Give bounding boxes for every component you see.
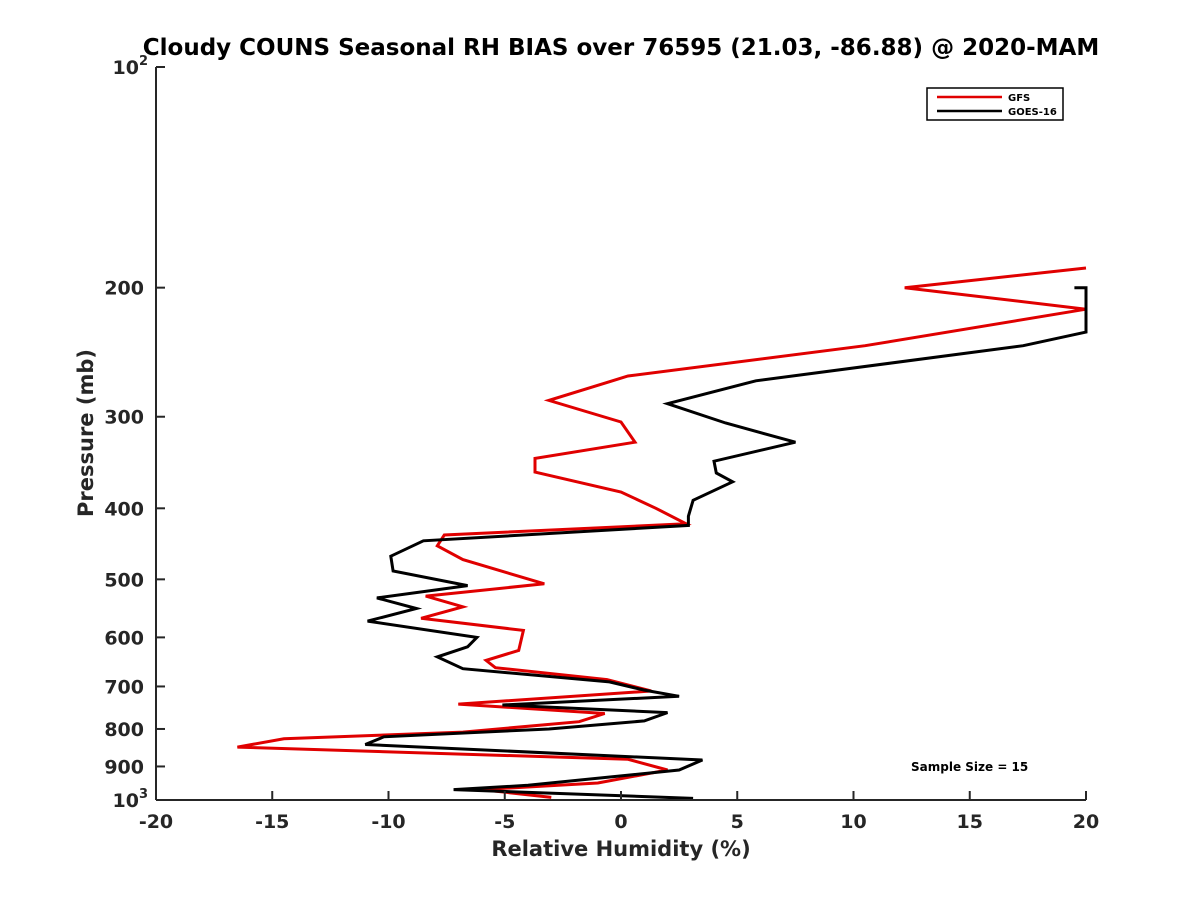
x-tick-label: 15 xyxy=(957,811,983,833)
plot-area xyxy=(237,266,1088,800)
y-tick-label: 102 xyxy=(113,54,149,79)
y-axis-label: Pressure (mb) xyxy=(74,349,98,517)
legend-label-gfs: GFS xyxy=(1008,93,1030,104)
y-tick-label: 300 xyxy=(104,407,144,429)
y-tick-label: 900 xyxy=(104,756,144,778)
legend-label-goes16: GOES-16 xyxy=(1008,107,1057,118)
x-axis-ticks: -20 -15 -10 -5 0 5 10 15 20 xyxy=(139,791,1099,833)
legend: GFS GOES-16 xyxy=(926,87,1064,121)
series-line-goes-16 xyxy=(364,286,1088,800)
x-tick-label: -20 xyxy=(139,811,173,833)
y-axis-ticks: 102 200 300 400 500 600 700 800 900 103 xyxy=(104,54,165,812)
y-tick-label: 200 xyxy=(104,278,144,300)
y-tick-label: 400 xyxy=(104,498,144,520)
x-axis-label: Relative Humidity (%) xyxy=(491,837,750,861)
sample-size-annotation: Sample Size = 15 xyxy=(911,760,1028,774)
y-tick-label: 700 xyxy=(104,676,144,698)
x-tick-label: 5 xyxy=(731,811,744,833)
x-tick-label: -10 xyxy=(371,811,405,833)
x-tick-label: 10 xyxy=(840,811,866,833)
series-line-gfs xyxy=(237,266,1087,799)
x-tick-label: 0 xyxy=(614,811,627,833)
y-tick-label: 800 xyxy=(104,719,144,741)
y-tick-label: 600 xyxy=(104,627,144,649)
x-tick-label: -15 xyxy=(255,811,289,833)
x-tick-label: -5 xyxy=(494,811,515,833)
y-tick-label: 103 xyxy=(113,787,149,812)
chart-title: Cloudy COUNS Seasonal RH BIAS over 76595… xyxy=(143,35,1099,61)
x-tick-label: 20 xyxy=(1073,811,1099,833)
legend-box xyxy=(926,87,1064,121)
y-tick-label: 500 xyxy=(104,569,144,591)
